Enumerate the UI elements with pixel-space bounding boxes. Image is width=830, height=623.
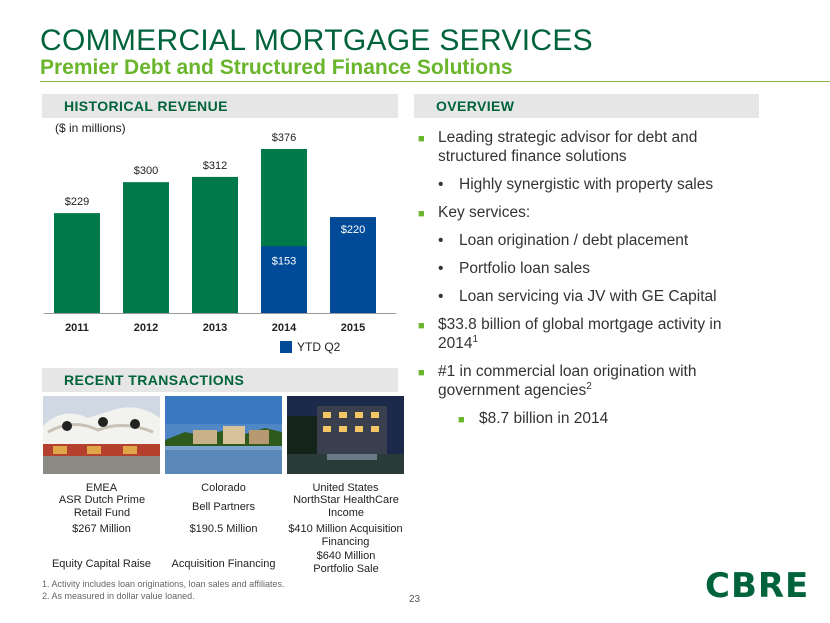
x-tick-label: 2013	[203, 322, 227, 334]
tx1-type: Equity Capital Raise	[51, 558, 152, 570]
overview-item: ■ $33.8 billion of global mortgage activi…	[418, 315, 758, 353]
overview-list: ■ Leading strategic advisor for debt and …	[418, 128, 758, 437]
square-bullet-icon: ■	[418, 208, 425, 220]
dot-bullet-icon: •	[438, 288, 444, 305]
recent-transactions-header: RECENT TRANSACTIONS	[42, 368, 398, 392]
page-number: 23	[409, 594, 421, 605]
footnote-marker: 1	[472, 333, 479, 345]
x-tick-label: 2015	[341, 322, 365, 334]
tx3-amount: $410 Million Acquisition Financing	[288, 523, 403, 548]
dot-bullet-icon: •	[438, 260, 444, 277]
data-label: $376	[272, 132, 296, 144]
bar-ytd	[330, 217, 376, 313]
overview-item: ■ Leading strategic advisor for debt and …	[418, 128, 758, 166]
overview-item: ■ Key services:	[418, 203, 758, 222]
chart-legend: YTD Q2	[280, 340, 340, 354]
data-label: $312	[203, 160, 227, 172]
transaction-photo-colorado	[165, 396, 282, 474]
bar-annual	[54, 213, 100, 313]
overview-item-text: Portfolio loan sales	[459, 260, 590, 277]
tx3-type: $640 Million Portfolio Sale	[313, 550, 379, 575]
chart-units-note: ($ in millions)	[55, 121, 126, 135]
transaction-photo-emea	[43, 396, 160, 474]
overview-item: • Loan origination / debt placement	[418, 231, 758, 250]
tx2-amount: $190.5 Million	[189, 523, 258, 535]
tx3-client: NorthStar HealthCare Income	[293, 494, 399, 519]
title-divider	[40, 81, 830, 82]
overview-header: OVERVIEW	[414, 94, 759, 118]
overview-item-text: Highly synergistic with property sales	[459, 176, 714, 193]
square-bullet-icon: ■	[418, 367, 425, 379]
x-tick-label: 2011	[65, 322, 89, 334]
overview-item: • Loan servicing via JV with GE Capital	[418, 287, 758, 306]
legend-label-ytd: YTD Q2	[297, 340, 341, 354]
footnote-marker: 2	[586, 380, 592, 392]
x-tick-label: 2012	[134, 322, 158, 334]
data-label: $300	[134, 165, 158, 177]
overview-item-text: Loan servicing via JV with GE Capital	[459, 288, 717, 305]
tx1-region: EMEA	[85, 482, 118, 494]
tx1-amount: $267 Million	[72, 523, 131, 535]
overview-item: ■ $8.7 billion in 2014	[418, 409, 758, 428]
bar-annual	[192, 176, 238, 313]
square-bullet-icon: ■	[418, 320, 425, 332]
legend-swatch-ytd	[280, 341, 292, 353]
tx1-client: ASR Dutch Prime Retail Fund	[58, 494, 146, 519]
overview-item-text: #1 in commercial loan origination with g…	[438, 363, 697, 399]
data-label: $220	[341, 224, 365, 236]
transaction-photo-united-states	[287, 396, 404, 474]
square-bullet-icon: ■	[458, 414, 465, 426]
tx3-region: United States	[312, 482, 379, 494]
overview-item-text: $33.8 billion of global mortgage activit…	[438, 316, 722, 352]
tx2-type: Acquisition Financing	[171, 558, 276, 570]
dot-bullet-icon: •	[438, 232, 444, 249]
footnote-2: 2. As measured in dollar value loaned.	[42, 591, 195, 601]
inner-data-label: $153	[272, 255, 296, 267]
overview-item: • Highly synergistic with property sales	[418, 175, 758, 194]
x-tick-label: 2014	[272, 322, 297, 334]
tx2-client: Bell Partners	[192, 501, 255, 513]
cbre-logo: CBRE	[705, 566, 810, 606]
overview-item-text: Key services:	[438, 204, 531, 221]
bar-ytd	[261, 246, 307, 313]
bar-annual	[123, 182, 169, 313]
square-bullet-icon: ■	[418, 133, 425, 145]
tx2-region: Colorado	[201, 482, 246, 494]
overview-item-text: Loan origination / debt placement	[459, 232, 689, 249]
overview-item-text: $8.7 billion in 2014	[479, 410, 609, 427]
data-label: $229	[65, 196, 89, 208]
page-title: COMMERCIAL MORTGAGE SERVICES	[40, 24, 593, 57]
historical-revenue-header: HISTORICAL REVENUE	[42, 94, 398, 118]
dot-bullet-icon: •	[438, 176, 444, 193]
footnote-1: 1. Activity includes loan originations, …	[42, 579, 285, 589]
page-subtitle: Premier Debt and Structured Finance Solu…	[40, 56, 513, 79]
overview-item: ■ #1 in commercial loan origination with …	[418, 362, 758, 400]
overview-item-text: Leading strategic advisor for debt and s…	[438, 129, 698, 165]
overview-item: • Portfolio loan sales	[418, 259, 758, 278]
revenue-bar-chart: $229 2011 $300 2012 $312 2013 $376 $153 2014 $220…	[44, 132, 396, 334]
